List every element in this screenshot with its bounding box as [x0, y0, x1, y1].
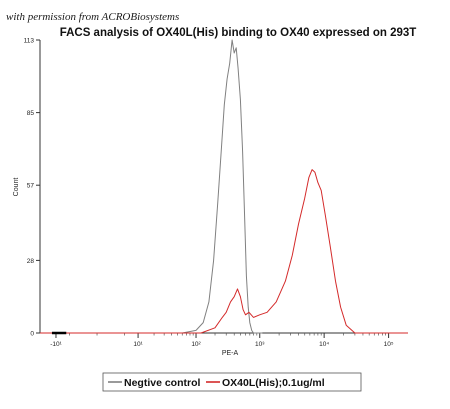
- y-tick-label: 85: [27, 110, 35, 117]
- x-tick-label: 10⁴: [319, 341, 329, 348]
- series-layer: [40, 39, 408, 335]
- y-axis-label: Count: [13, 178, 20, 197]
- x-tick-label: 10²: [191, 341, 201, 348]
- series-line-negative-control: [40, 39, 263, 334]
- legend-box: [102, 372, 362, 392]
- y-tick-label: 0: [30, 331, 34, 338]
- x-tick-label: 10¹: [133, 341, 143, 348]
- y-axis-ticks: 0 28 57 85 113: [24, 38, 40, 338]
- y-tick-label: 28: [27, 258, 35, 265]
- legend-items: Negtive control OX40L(His);0.1ug/ml: [108, 377, 325, 389]
- legend: Negtive control OX40L(His);0.1ug/ml: [102, 372, 362, 392]
- legend-label: OX40L(His);0.1ug/ml: [222, 377, 325, 389]
- y-tick-label: 57: [27, 183, 35, 190]
- y-tick-label: 113: [24, 38, 35, 45]
- x-tick-label: -10¹: [50, 341, 62, 348]
- plot-area: 0 28 57 85 113 -10¹ 10¹ 10² 10³ 10⁴ 10⁵: [24, 38, 408, 348]
- x-tick-label: 10³: [255, 341, 265, 348]
- chart-title: FACS analysis of OX40L(His) binding to O…: [60, 27, 417, 39]
- series-line-ox40l: [40, 169, 408, 334]
- x-axis-label: PE-A: [222, 350, 239, 357]
- watermark: with permission from ACROBiosystems: [6, 11, 179, 23]
- x-tick-label: 10⁵: [384, 341, 394, 348]
- x-axis-ticks: -10¹ 10¹ 10² 10³ 10⁴ 10⁵: [50, 333, 394, 348]
- legend-label: Negtive control: [124, 377, 201, 389]
